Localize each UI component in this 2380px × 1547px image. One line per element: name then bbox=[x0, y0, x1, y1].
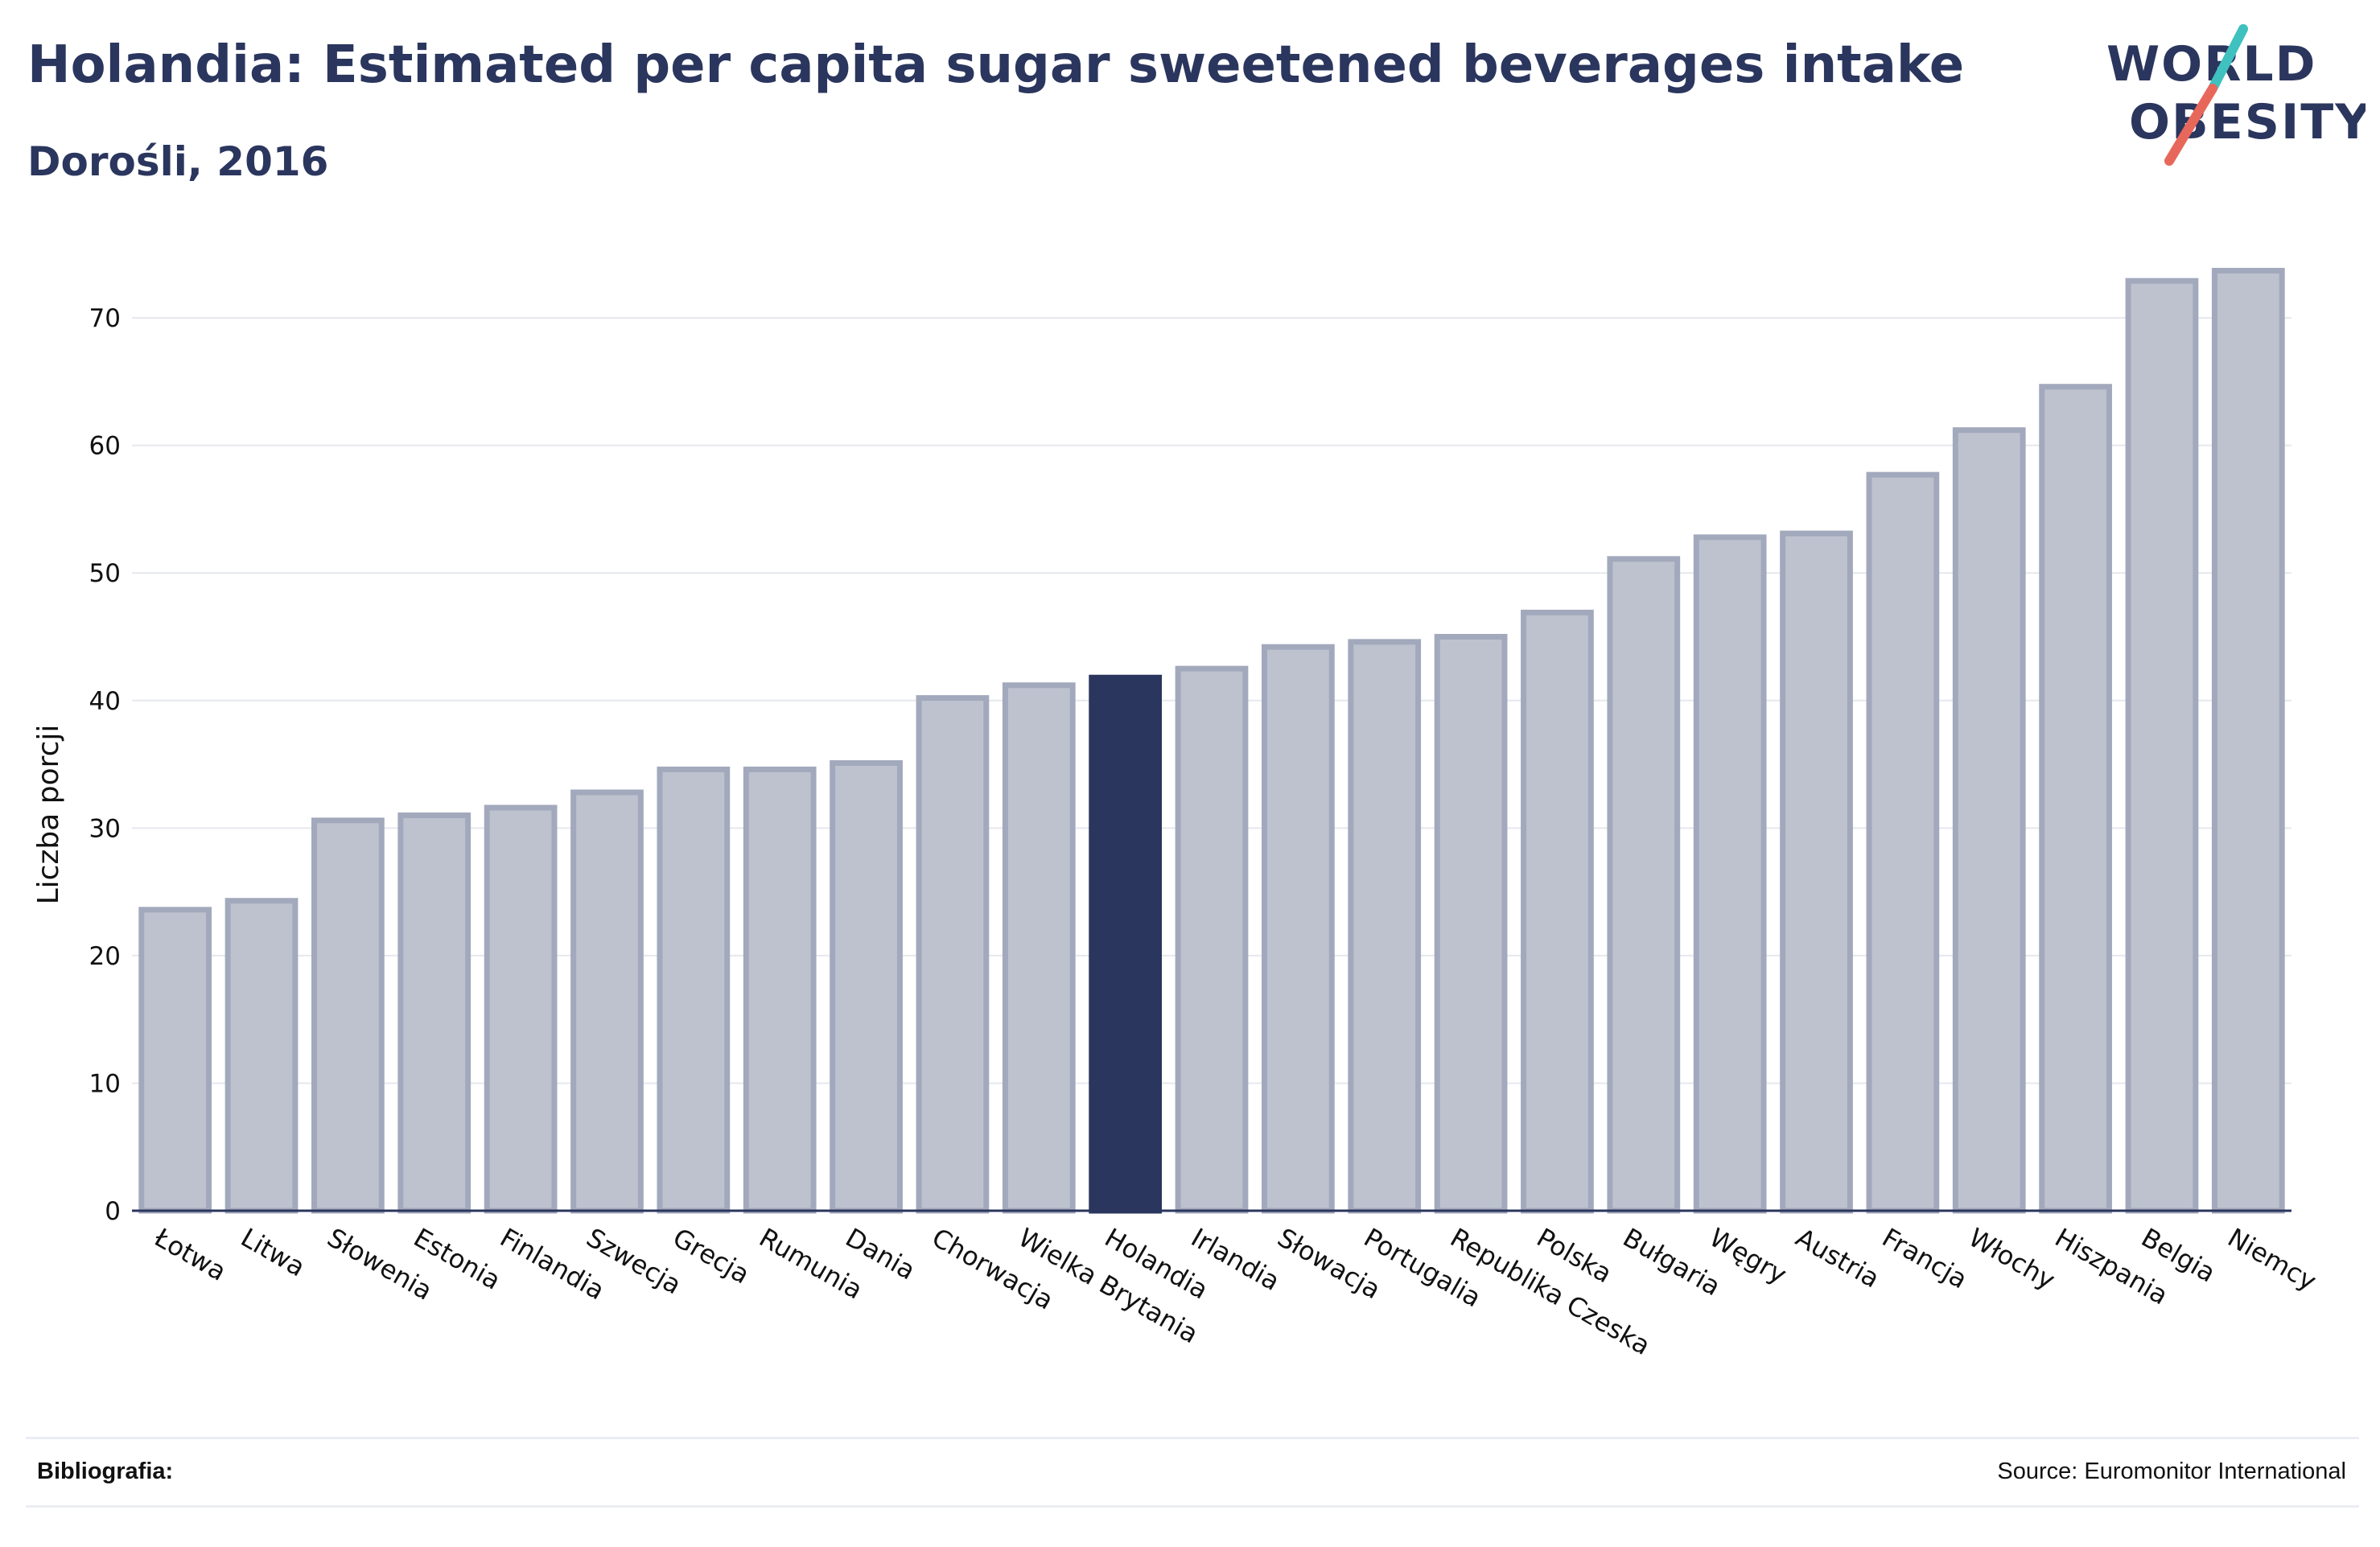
y-tick-label: 70 bbox=[89, 304, 121, 333]
bar-portugalia bbox=[1348, 639, 1422, 1214]
bar-litwa bbox=[224, 898, 299, 1214]
x-tick-label: Łotwa bbox=[149, 1222, 232, 1287]
x-tick-label: Austria bbox=[1791, 1222, 1885, 1294]
y-tick-label: 0 bbox=[105, 1197, 121, 1226]
x-tick-label: Litwa bbox=[236, 1222, 311, 1282]
world-obesity-logo: WORLD OBESITY bbox=[2106, 24, 2366, 166]
bar-dania bbox=[830, 759, 903, 1214]
x-tick-label: Francja bbox=[1877, 1222, 1973, 1295]
bar-austria bbox=[1780, 530, 1853, 1214]
y-tick-label: 20 bbox=[89, 942, 121, 971]
bar-słowenia bbox=[311, 817, 385, 1214]
bar-finlandia bbox=[484, 804, 558, 1214]
bar-szwecja bbox=[570, 789, 644, 1214]
bibliography-label: Bibliografia: bbox=[37, 1459, 174, 1484]
bar-polska bbox=[1521, 609, 1594, 1214]
bar-hiszpania bbox=[2039, 384, 2112, 1214]
bar-rumunia bbox=[743, 766, 817, 1214]
x-tick-label: Włochy bbox=[1963, 1222, 2060, 1295]
logo-accent-coral bbox=[2164, 84, 2217, 166]
bar-republika-czeska bbox=[1434, 634, 1508, 1214]
y-tick-label: 30 bbox=[89, 814, 121, 843]
x-tick-label: Niemcy bbox=[2222, 1222, 2321, 1297]
bar-francja bbox=[1866, 471, 1940, 1214]
bar-wielka-brytania bbox=[1002, 682, 1076, 1214]
bar-chorwacja bbox=[916, 695, 990, 1214]
bars bbox=[138, 267, 2285, 1214]
chart-subtitle: Dorośli, 2016 bbox=[27, 138, 329, 185]
bar-belgia bbox=[2125, 278, 2199, 1214]
bar-włochy bbox=[1952, 427, 2026, 1214]
y-tick-label: 60 bbox=[89, 432, 121, 461]
bar-łotwa bbox=[138, 907, 212, 1214]
bar-słowacja bbox=[1261, 644, 1335, 1214]
logo-accent-teal bbox=[2208, 24, 2248, 93]
source-text: Source: Euromonitor International bbox=[1997, 1459, 2346, 1484]
bar-irlandia bbox=[1175, 665, 1249, 1214]
x-tick-label: Bułgaria bbox=[1618, 1222, 1726, 1302]
y-tick-label: 50 bbox=[89, 559, 121, 588]
bar-estonia bbox=[397, 812, 471, 1214]
logo-text-obesity: OBESITY bbox=[2129, 94, 2366, 150]
bar-niemcy bbox=[2211, 267, 2285, 1214]
bar-bułgaria bbox=[1607, 556, 1681, 1214]
y-axis-label: Liczba porcji bbox=[32, 725, 65, 905]
bar-węgry bbox=[1693, 534, 1767, 1214]
bar-holandia bbox=[1089, 674, 1163, 1214]
y-tick-label: 40 bbox=[89, 687, 121, 716]
bar-grecja bbox=[657, 766, 731, 1214]
footer-bar: Bibliografia: Source: Euromonitor Intern… bbox=[26, 1437, 2359, 1508]
y-tick-label: 10 bbox=[89, 1069, 121, 1098]
chart-title: Holandia: Estimated per capita sugar swe… bbox=[27, 35, 1965, 95]
